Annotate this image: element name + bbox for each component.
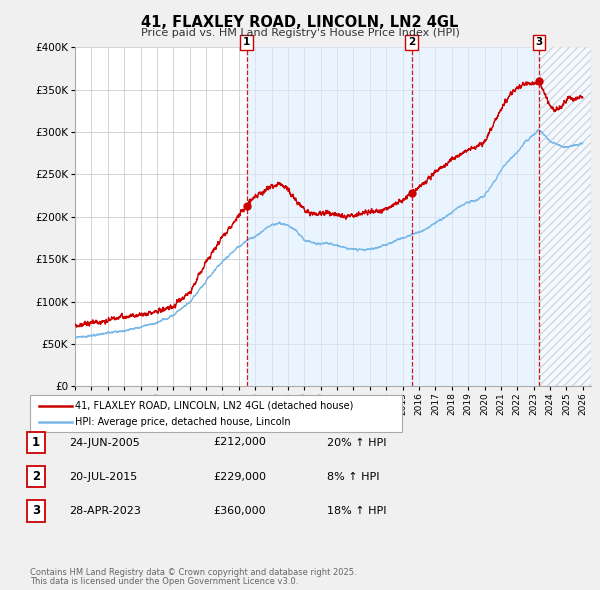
Text: Price paid vs. HM Land Registry's House Price Index (HPI): Price paid vs. HM Land Registry's House …: [140, 28, 460, 38]
Text: 3: 3: [535, 37, 542, 47]
Text: £360,000: £360,000: [213, 506, 266, 516]
Text: Contains HM Land Registry data © Crown copyright and database right 2025.: Contains HM Land Registry data © Crown c…: [30, 568, 356, 577]
Text: 2: 2: [32, 470, 40, 483]
Text: £229,000: £229,000: [213, 472, 266, 481]
Text: 1: 1: [243, 37, 250, 47]
Text: 24-JUN-2005: 24-JUN-2005: [69, 438, 140, 447]
Bar: [539, 47, 591, 386]
Text: HPI: Average price, detached house, Lincoln: HPI: Average price, detached house, Linc…: [75, 417, 290, 427]
Text: 18% ↑ HPI: 18% ↑ HPI: [327, 506, 386, 516]
Text: 20% ↑ HPI: 20% ↑ HPI: [327, 438, 386, 447]
Text: 2: 2: [408, 37, 415, 47]
Text: 41, FLAXLEY ROAD, LINCOLN, LN2 4GL: 41, FLAXLEY ROAD, LINCOLN, LN2 4GL: [142, 15, 458, 30]
Text: This data is licensed under the Open Government Licence v3.0.: This data is licensed under the Open Gov…: [30, 577, 298, 586]
Text: 20-JUL-2015: 20-JUL-2015: [69, 472, 137, 481]
Text: 28-APR-2023: 28-APR-2023: [69, 506, 141, 516]
Text: £212,000: £212,000: [213, 438, 266, 447]
Bar: [247, 47, 539, 386]
Text: 41, FLAXLEY ROAD, LINCOLN, LN2 4GL (detached house): 41, FLAXLEY ROAD, LINCOLN, LN2 4GL (deta…: [75, 401, 353, 411]
Text: 8% ↑ HPI: 8% ↑ HPI: [327, 472, 380, 481]
Text: 1: 1: [32, 436, 40, 449]
Text: 3: 3: [32, 504, 40, 517]
Bar: [539, 47, 591, 386]
